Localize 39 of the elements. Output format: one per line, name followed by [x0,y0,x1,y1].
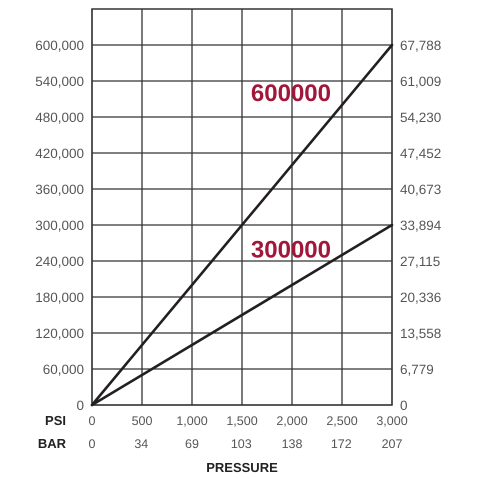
x2-axis-title: BAR [38,436,67,451]
y2-tick-label: 54,230 [400,110,442,126]
y2-tick-label: 33,894 [400,218,442,233]
y2-tick-label: 6,779 [400,362,434,377]
y-tick-label: 240,000 [35,254,84,269]
y-tick-label: 60,000 [42,362,84,377]
y-tick-label: 480,000 [35,110,84,125]
y2-tick-label: 27,115 [400,254,440,269]
y2-tick-label: 40,673 [400,182,442,197]
x-tick-label: 0 [88,414,96,428]
y-tick-label: 360,000 [35,182,84,197]
y2-tick-label: 61,009 [400,74,442,89]
y-tick-label: 540,000 [35,74,84,89]
x2-tick-label: 69 [185,437,199,451]
x-tick-label: 2,500 [326,414,358,428]
y-tick-label: 0 [76,398,84,413]
x2-tick-label: 172 [330,437,352,451]
y2-tick-label: 13,558 [400,326,442,341]
x-tick-label: 2,000 [276,414,308,428]
y-tick-label: 600,000 [35,38,84,53]
x-tick-label: 3,000 [376,414,408,428]
y-tick-label: 120,000 [35,326,84,341]
x2-tick-label: 138 [282,437,302,451]
y2-tick-label: 20,336 [400,290,442,305]
x-tick-label: 1,500 [226,414,258,428]
text: PRESSURE [206,460,278,475]
y2-tick-label: 0 [400,398,408,413]
y-tick-label: 420,000 [35,146,84,161]
x-axis-title: PSI [45,413,66,428]
x2-tick-label: 103 [230,437,252,451]
x-tick-label: 500 [132,414,152,428]
x2-tick-label: 0 [88,437,96,451]
x2-tick-label: 207 [382,437,402,451]
y2-tick-label: 47,452 [400,146,442,161]
y-tick-label: 180,000 [35,290,84,305]
y-tick-label: 300,000 [35,218,84,233]
x-tick-label: 1,000 [176,414,208,428]
y2-tick-label: 67,788 [400,38,442,53]
x2-tick-label: 34 [134,437,148,451]
